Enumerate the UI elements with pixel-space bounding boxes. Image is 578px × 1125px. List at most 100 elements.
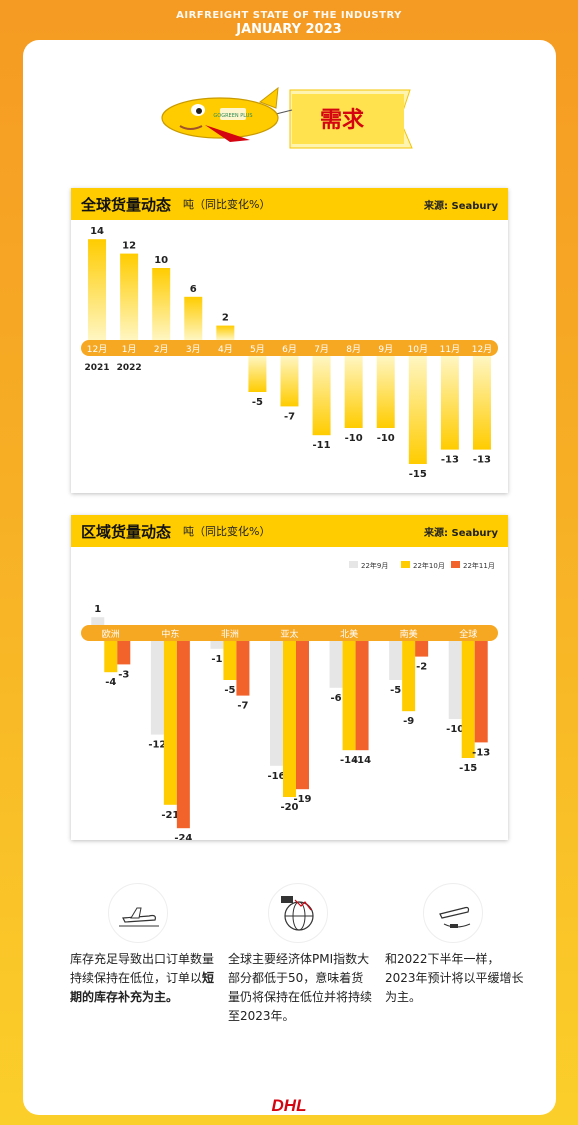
data-label: 10 [154, 255, 168, 266]
data-label: -6 [331, 693, 342, 704]
plane-banner: GOGREEN PLUS 需求 [160, 80, 420, 160]
global-volume-source: 来源: Seabury [424, 200, 498, 212]
plane-gogreen-text: GOGREEN PLUS [213, 113, 252, 119]
legend-swatch [451, 561, 460, 568]
bar [344, 356, 363, 428]
tick-label: 10月 [408, 344, 428, 355]
bar [104, 641, 118, 673]
dhl-logo: DHL [236, 1095, 342, 1115]
data-label: 1 [94, 604, 101, 615]
tick-label: 7月 [314, 344, 329, 355]
bar [296, 641, 309, 790]
bar [270, 641, 283, 766]
data-label: -24 [174, 833, 192, 840]
header-line-1: AIRFREIGHT STATE OF THE INDUSTRY [176, 10, 402, 21]
page-header: AIRFREIGHT STATE OF THE INDUSTRY JANUARY… [0, 10, 578, 37]
global-volume-title: 全球货量动态 [81, 195, 172, 214]
data-label: -15 [409, 469, 427, 480]
data-label: -21 [161, 810, 179, 821]
global-volume-section: 全球货量动态 吨（同比变化%） 来源: Seabury 14 12月 12 1月 10 2… [71, 188, 508, 493]
bar [210, 641, 224, 649]
data-label: -11 [313, 440, 331, 451]
bar [91, 617, 105, 625]
tick-label: 全球 [459, 628, 477, 640]
data-label: -13 [472, 747, 490, 758]
bar [376, 356, 395, 428]
tick-label: 9月 [378, 344, 393, 355]
global-volume-header: 全球货量动态 吨（同比变化%） 来源: Seabury [71, 188, 508, 220]
bar [176, 641, 190, 829]
bar [88, 239, 107, 340]
tick-label: 2月 [154, 344, 169, 355]
data-label: -4 [105, 677, 116, 688]
bar [150, 641, 164, 735]
data-label: -12 [148, 740, 166, 751]
header-line-2: JANUARY 2023 [236, 22, 342, 37]
data-label: -1 [211, 654, 222, 665]
legend-label: 22年11月 [463, 561, 495, 570]
bullet-3-text: 和2022下半年一样，2023年预计将以平缓增长为主。 [385, 952, 524, 1004]
regional-volume-unit: 吨（同比变化%） [183, 525, 271, 538]
regional-volume-header: 区域货量动态 吨（同比变化%） 来源: Seabury [71, 515, 508, 547]
bar [415, 641, 429, 657]
tick-label: 6月 [282, 344, 297, 355]
legend-swatch [349, 561, 358, 568]
bullet-1-text-b: 短期的库存补充为主。 [70, 971, 215, 1004]
bar [283, 641, 296, 797]
legend-swatch [401, 561, 410, 568]
data-label: -3 [118, 669, 129, 680]
data-label: -13 [473, 455, 491, 466]
bar [329, 641, 343, 688]
data-label: -20 [280, 802, 298, 813]
bar [120, 253, 139, 340]
dhl-logo-text: DHL [272, 1096, 307, 1115]
bar [448, 641, 462, 719]
bar [117, 641, 131, 665]
bar [355, 641, 369, 751]
legend-label: 22年10月 [413, 561, 445, 570]
data-label: -9 [403, 716, 414, 727]
tick-label: 3月 [186, 344, 201, 355]
data-label: -14 [340, 755, 358, 766]
bar [402, 641, 416, 712]
banner-label: 需求 [320, 108, 365, 133]
data-label: -5 [224, 685, 235, 696]
bullet-text-1: 库存充足导致出口订单数量持续保持在低位，订单以短期的库存补充为主。 [70, 950, 220, 1007]
region-axis-band [81, 625, 498, 641]
cargo-plane-icon [108, 883, 168, 943]
bullet-text-2: 全球主要经济体PMI指数大部分都低于50，意味着货量仍将保持在低位并将持续至20… [228, 950, 373, 1026]
bar [248, 356, 267, 392]
globe-pmi-icon [268, 883, 328, 943]
plane-illustration: GOGREEN PLUS [161, 86, 413, 149]
bullet-text-3: 和2022下半年一样，2023年预计将以平缓增长为主。 [385, 950, 525, 1007]
tick-label: 8月 [346, 344, 361, 355]
bar [474, 641, 488, 743]
tick-label: 4月 [218, 344, 233, 355]
data-label: -7 [284, 411, 295, 422]
bar [312, 356, 331, 436]
data-label: 6 [190, 284, 197, 295]
data-label: 12 [122, 241, 136, 252]
data-label: 2 [222, 313, 229, 324]
year-label: 2022 [117, 363, 142, 373]
bar [342, 641, 356, 751]
bar [152, 268, 171, 340]
plane-takeoff-icon [423, 883, 483, 943]
tick-label: 12月 [472, 344, 492, 355]
data-label: -2 [416, 662, 427, 673]
data-label: -15 [459, 763, 477, 774]
bar [461, 641, 475, 758]
regional-volume-title: 区域货量动态 [81, 522, 172, 541]
data-label: -5 [252, 397, 263, 408]
bullet-1-text-a: 库存充足导致出口订单数量持续保持在低位，订单以 [70, 952, 215, 985]
year-label: 2021 [85, 363, 110, 373]
data-label: -10 [377, 433, 395, 444]
bar [236, 641, 250, 696]
bar [472, 356, 491, 450]
data-label: -10 [345, 433, 363, 444]
bar [223, 641, 237, 680]
data-label: -14 [353, 755, 371, 766]
bar [440, 356, 459, 450]
tick-label: 北美 [340, 628, 358, 640]
bar [216, 325, 235, 340]
